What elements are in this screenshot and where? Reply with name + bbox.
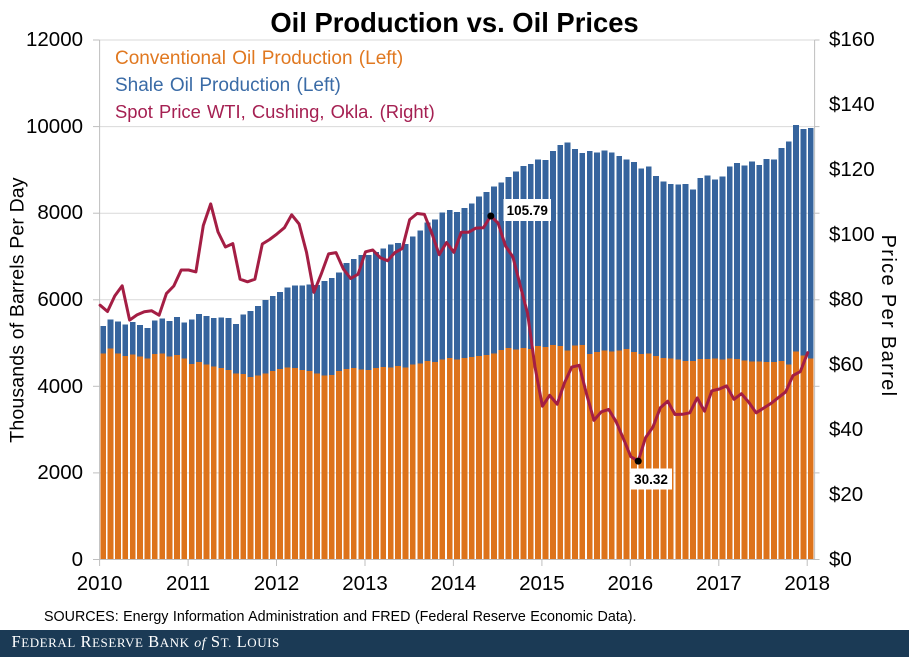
svg-text:30.32: 30.32 (634, 472, 668, 487)
svg-text:105.79: 105.79 (507, 203, 548, 218)
